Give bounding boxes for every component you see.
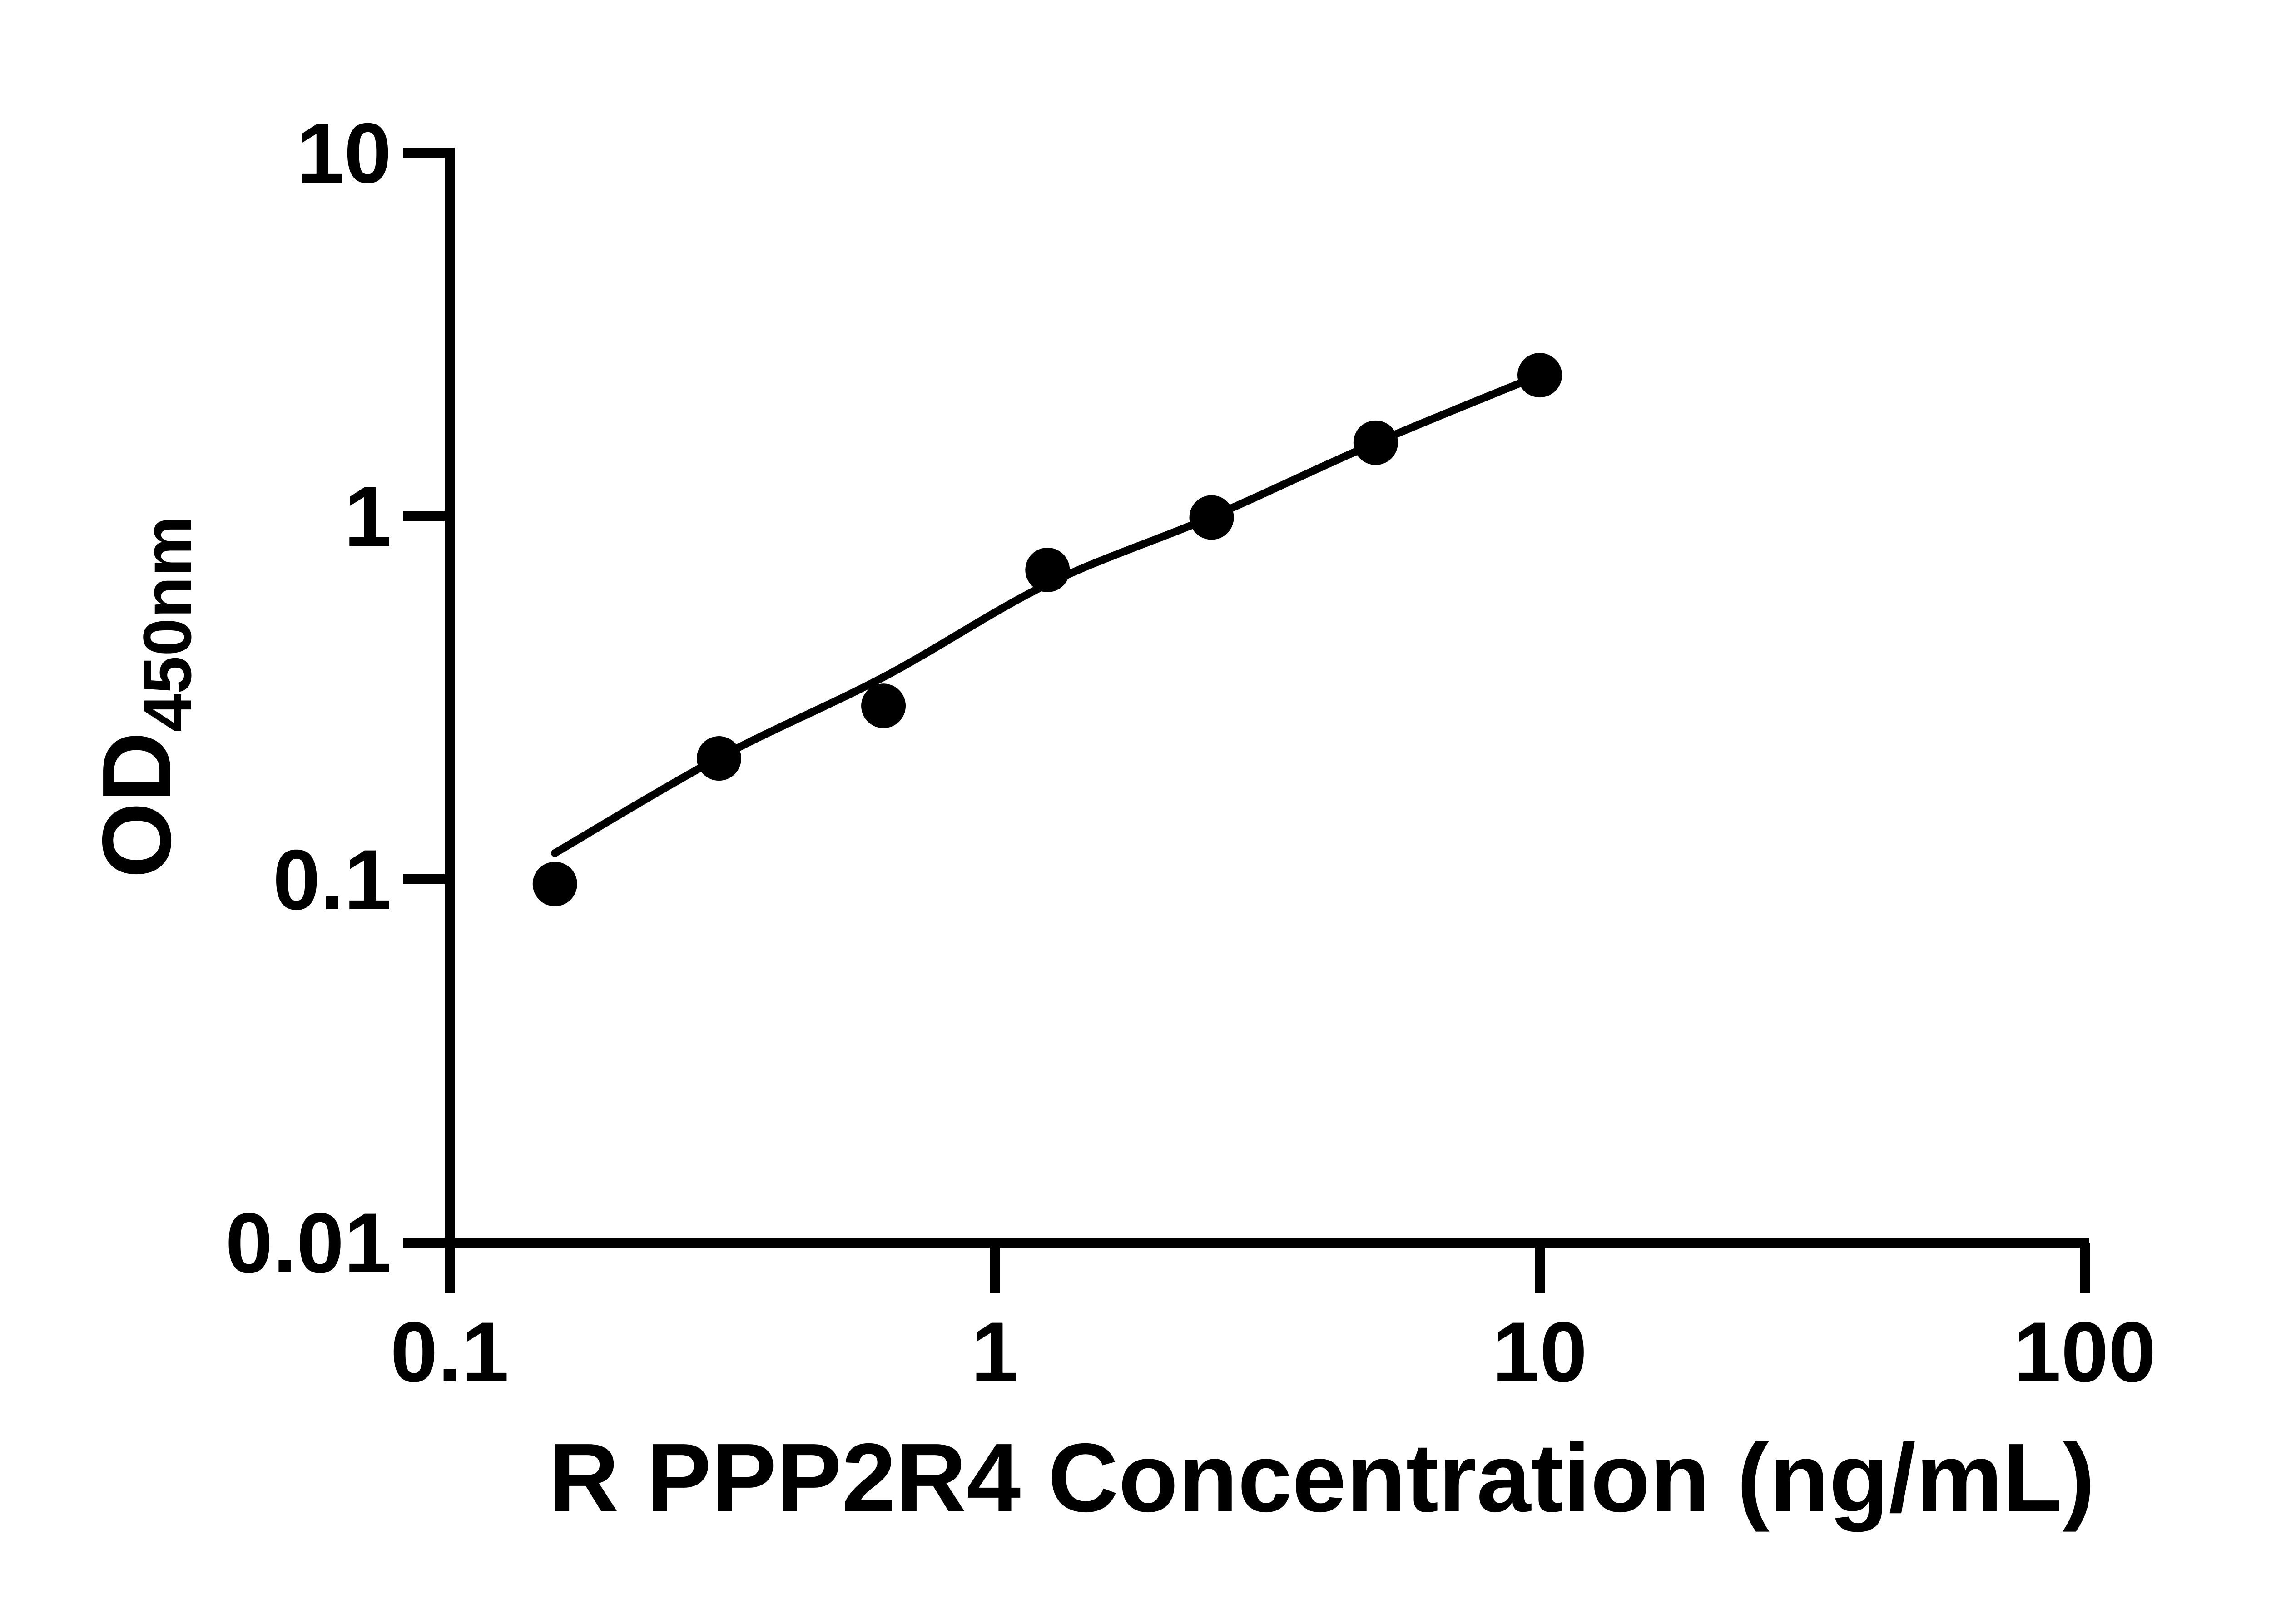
y-tick-label-1: 1 [344,469,392,564]
x-tick-label-0.1: 0.1 [390,1304,509,1400]
y-tick-label-0.01: 0.01 [225,1195,392,1291]
y-tick-label-10: 10 [297,105,392,201]
data-point-x-1.25 [1025,547,1070,592]
y-axis-title-subscript: 450nm [129,516,205,732]
data-point-x-10 [1517,353,1562,398]
y-axis-title-main: OD [82,732,191,878]
x-tick-label-100: 100 [2013,1304,2156,1400]
x-tick-label-10: 10 [1492,1304,1587,1400]
y-tick-label-0.1: 0.1 [273,832,392,927]
x-axis-title: R PPP2R4 Concentration (ng/mL) [549,1423,2095,1532]
x-tick-label-1: 1 [971,1304,1019,1400]
data-point-x-2.5 [1189,495,1234,540]
data-point-x-0.625 [861,683,906,728]
data-point-x-5 [1353,420,1398,465]
data-point-x-0.156 [532,862,577,906]
data-point-x-0.312 [696,736,741,781]
y-axis-title: OD450nm [82,516,205,878]
